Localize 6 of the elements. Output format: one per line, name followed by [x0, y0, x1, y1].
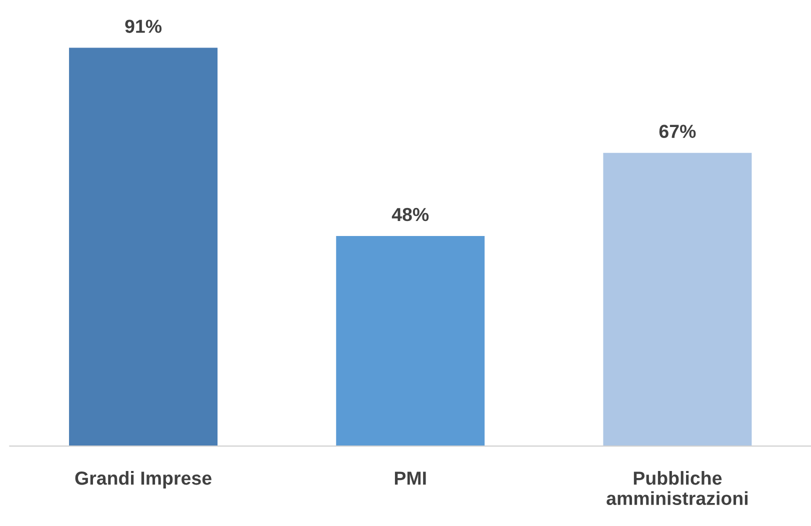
x-tick-label: PMI: [394, 472, 426, 485]
data-label: 91%: [125, 20, 162, 33]
data-label: 48%: [392, 208, 429, 222]
data-label: 67%: [659, 124, 696, 138]
x-tick-label: Grandi Imprese: [75, 471, 212, 489]
x-tick-label: Pubbliche amministrazioni: [606, 471, 748, 506]
